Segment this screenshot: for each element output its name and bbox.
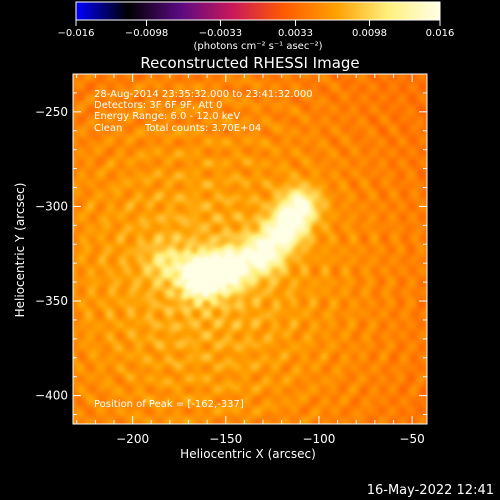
colorbar-tick-label: −0.0098	[125, 28, 168, 39]
y-tick-label: −250	[35, 105, 68, 119]
peak-position-label: Position of Peak = [-162,-337]	[94, 399, 244, 410]
colorbar: −0.016 −0.0098 −0.0033 0.0033 0.0098 0.016 (p…	[57, 1, 454, 52]
colorbar-unit-label: (photons cm⁻² s⁻¹ asec⁻²)	[193, 41, 322, 52]
y-axis-label: Heliocentric Y (arcsec)	[13, 183, 27, 318]
total-counts-label: Total counts: 3.70E+04	[144, 123, 261, 134]
plot-frame	[72, 73, 428, 425]
x-tick-label: −150	[209, 432, 242, 446]
y-tick-label: −300	[35, 199, 68, 213]
chart-title: Reconstructed RHESSI Image	[140, 54, 359, 72]
colorbar-ticks: −0.016 −0.0098 −0.0033 0.0033 0.0098 0.016	[57, 20, 454, 39]
colorbar-tick-label: −0.0033	[199, 28, 242, 39]
x-tick-label: −100	[302, 432, 335, 446]
method-label: Clean	[94, 123, 122, 134]
colorbar-tick-label: 0.016	[426, 28, 455, 39]
plot-area: −200 −150 −100 −50 −250 −300 −350 −400	[35, 73, 428, 446]
x-tick-label: −50	[399, 432, 424, 446]
energy-range-label: Energy Range: 6.0 - 12.0 keV	[94, 111, 240, 122]
x-axis-label: Heliocentric X (arcsec)	[180, 447, 316, 461]
y-tick-label: −350	[35, 294, 68, 308]
x-tick-label: −200	[116, 432, 149, 446]
colorbar-tick-label: 0.0098	[352, 28, 387, 39]
time-range-label: 28-Aug-2014 23:35:32.000 to 23:41:32.000	[94, 89, 313, 100]
footer-date: 16-May-2022 12:41	[367, 483, 494, 498]
colorbar-tick-label: −0.016	[57, 28, 94, 39]
axis-ticks: −200 −150 −100 −50 −250 −300 −350 −400	[35, 74, 427, 446]
heatmap-image	[73, 74, 427, 424]
detectors-label: Detectors: 3F 6F 9F, Att 0	[94, 100, 222, 111]
info-block: 28-Aug-2014 23:35:32.000 to 23:41:32.000…	[94, 89, 313, 410]
y-tick-label: −400	[35, 389, 68, 403]
colorbar-tick-label: 0.0033	[278, 28, 313, 39]
colorbar-strip	[75, 1, 441, 21]
